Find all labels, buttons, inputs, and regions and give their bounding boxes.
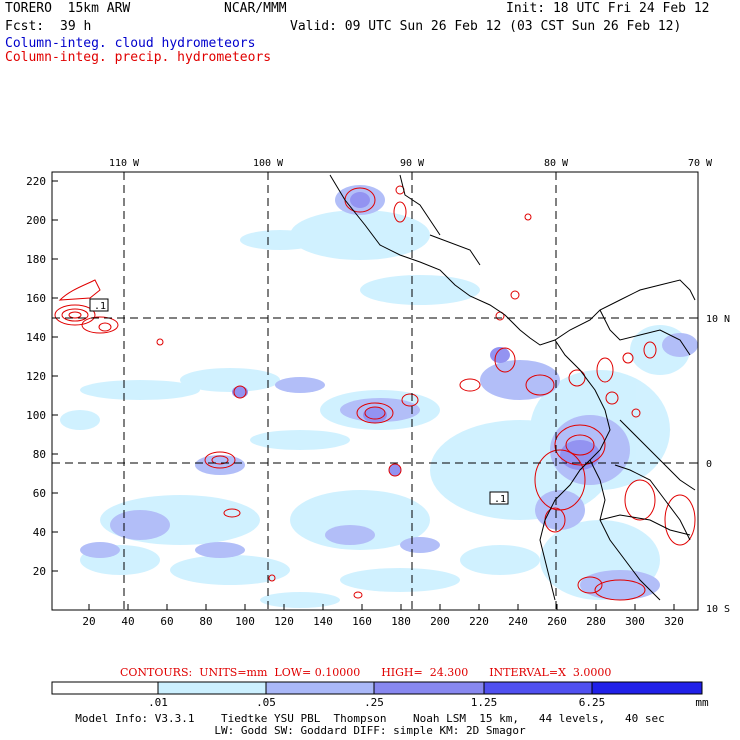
- map-frame: [51, 171, 699, 611]
- x-tick-label: 120: [274, 615, 294, 628]
- model-title: TORERO 15km ARW: [5, 1, 131, 16]
- x-tick-label: 200: [430, 615, 450, 628]
- y-tick-label: 180: [26, 253, 46, 266]
- graticule: [52, 172, 698, 610]
- x-tick-label: 100: [235, 615, 255, 628]
- model-info-line2: LW: Godd SW: Goddard DIFF: simple KM: 2D…: [214, 724, 526, 737]
- center-name: NCAR/MMM: [224, 1, 287, 16]
- colorbar-label: .01: [148, 696, 168, 709]
- x-tick-label: 220: [469, 615, 489, 628]
- x-tick-label: 20: [82, 615, 95, 628]
- contours-info: CONTOURS: UNITS=mm LOW= 0.10000 HIGH= 24…: [120, 666, 611, 679]
- lat-label: 10 N: [706, 314, 730, 325]
- y-tick-label: 80: [33, 448, 46, 461]
- y-tick-label: 120: [26, 370, 46, 383]
- cloud-shading: [60, 185, 698, 608]
- lat-label: 10 S: [706, 604, 730, 615]
- y-tick-label: 160: [26, 292, 46, 305]
- x-tick-label: 40: [121, 615, 134, 628]
- lon-label: 100 W: [253, 158, 284, 169]
- lon-label: 70 W: [688, 158, 713, 169]
- model-info-line1: Model Info: V3.3.1 Tiedtke YSU PBL Thomp…: [75, 712, 665, 725]
- colorbar-label: 6.25: [579, 696, 606, 709]
- y-tick-label: 200: [26, 214, 46, 227]
- y-tick-label: 20: [33, 565, 46, 578]
- fcst-hours: 39 h: [60, 19, 92, 34]
- lon-label: 110 W: [109, 158, 140, 169]
- colorbar-label: .05: [256, 696, 276, 709]
- colorbar-unit: mm: [695, 696, 709, 709]
- x-tick-label: 300: [625, 615, 645, 628]
- x-tick-label: 140: [313, 615, 333, 628]
- lat-label: 0: [706, 459, 712, 470]
- contour-label: .1: [94, 301, 106, 312]
- precip-contours: [54, 185, 696, 601]
- x-tick-label: 60: [160, 615, 173, 628]
- y-tick-label: 220: [26, 175, 46, 188]
- x-tick-label: 320: [664, 615, 684, 628]
- x-tick-label: 280: [586, 615, 606, 628]
- colorbar-label: 1.25: [471, 696, 498, 709]
- x-tick-label: 160: [352, 615, 372, 628]
- y-tick-label: 100: [26, 409, 46, 422]
- x-tick-label: 180: [391, 615, 411, 628]
- y-tick-label: 140: [26, 331, 46, 344]
- contour-label: .1: [494, 494, 506, 505]
- colorbar-label: .25: [364, 696, 384, 709]
- coastlines: [329, 174, 696, 601]
- field-precip-label: Column-integ. precip. hydrometeors: [5, 50, 272, 65]
- lon-label: 90 W: [400, 158, 425, 169]
- colorbar: [51, 681, 703, 695]
- init-time: Init: 18 UTC Fri 24 Feb 12: [506, 1, 710, 16]
- x-tick-label: 80: [199, 615, 212, 628]
- valid-time: Valid: 09 UTC Sun 26 Feb 12 (03 CST Sun …: [290, 19, 682, 34]
- x-tick-label: 260: [547, 615, 567, 628]
- lon-label: 80 W: [544, 158, 569, 169]
- x-tick-label: 240: [508, 615, 528, 628]
- field-cloud-label: Column-integ. cloud hydrometeors: [5, 36, 256, 51]
- fcst-label: Fcst:: [5, 19, 45, 34]
- y-tick-label: 60: [33, 487, 46, 500]
- contour-label-boxes: .1 .1: [89, 298, 509, 505]
- y-tick-label: 40: [33, 526, 46, 539]
